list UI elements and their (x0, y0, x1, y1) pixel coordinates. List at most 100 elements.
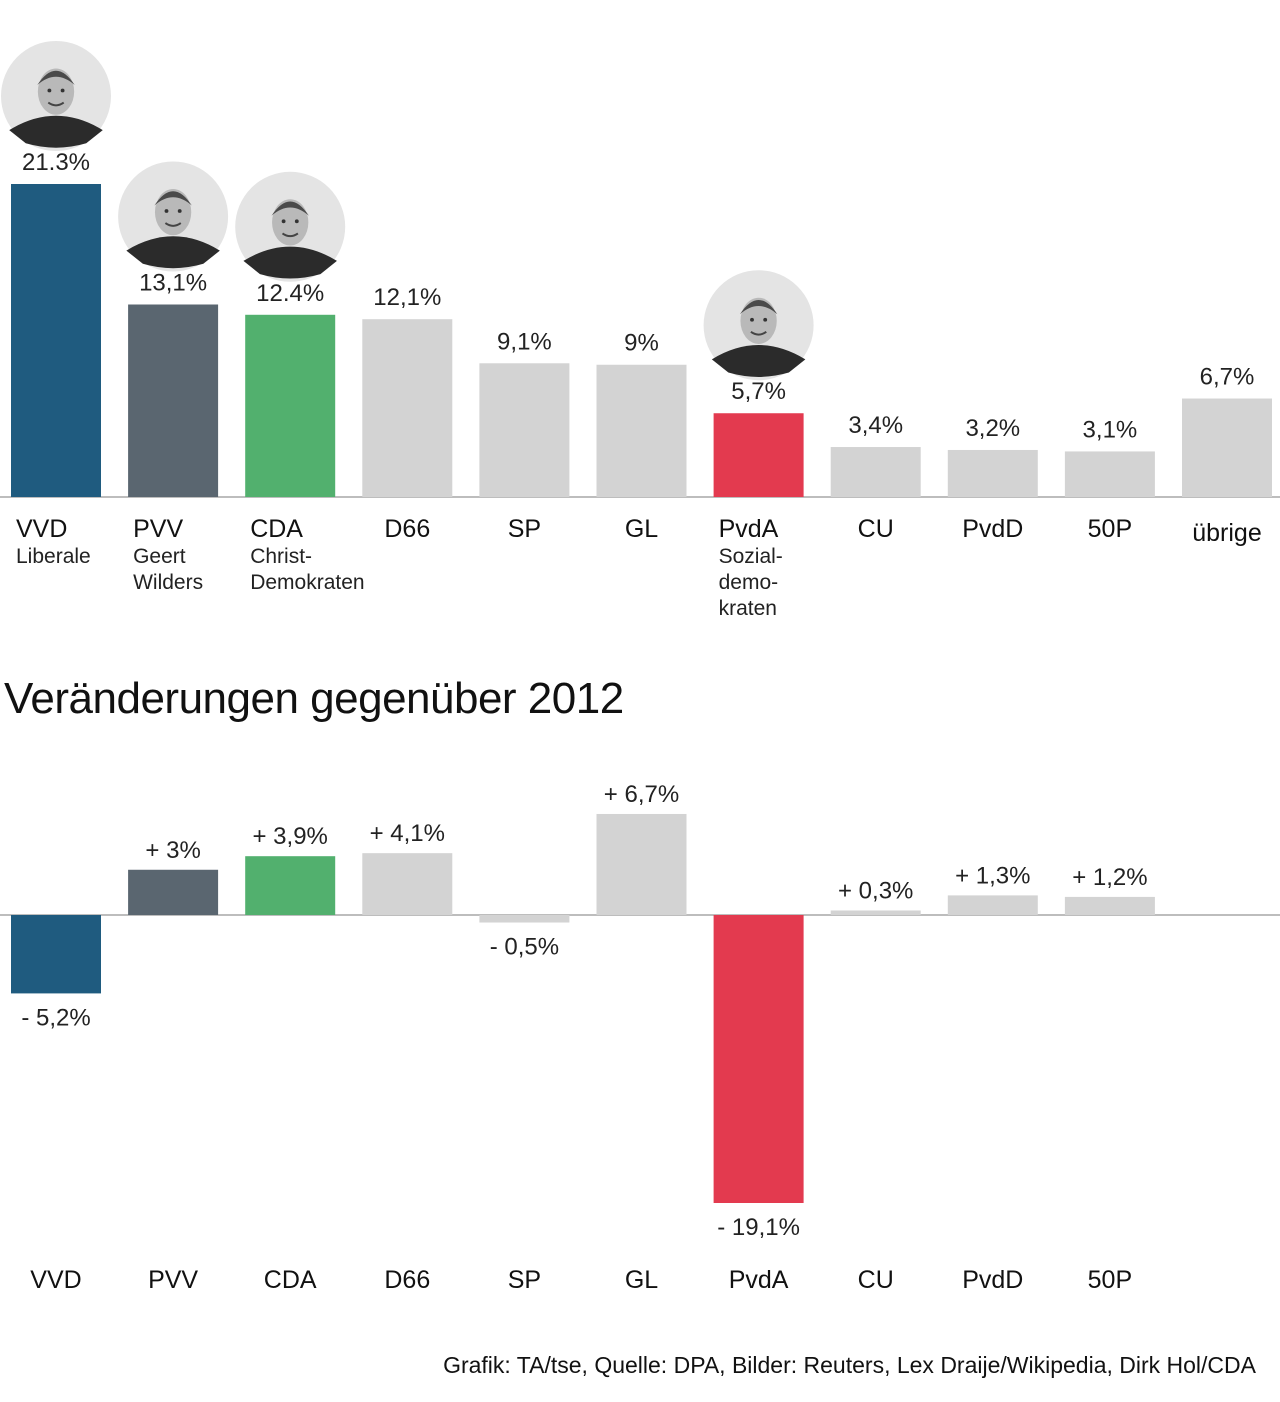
value-label-50p: 3,1% (1083, 416, 1138, 443)
portrait-mouth (281, 232, 299, 238)
party-description-pvda: Sozial- (719, 545, 783, 568)
portrait-eye (281, 219, 286, 224)
change-bar-vvd (11, 915, 101, 994)
portrait-suit (243, 246, 337, 279)
portrait-eye (750, 317, 754, 322)
change-bar-pvv (128, 869, 219, 915)
portrait-face (272, 199, 309, 246)
change-category-50p: 50P (1088, 1266, 1132, 1294)
portrait-hair (271, 201, 309, 216)
bar-cda (245, 314, 336, 497)
party-description-pvda: demo- (719, 571, 779, 594)
party-label-pvda: PvdA (719, 515, 779, 543)
change-bar-d66 (362, 853, 453, 915)
portrait-hair (37, 70, 75, 85)
portrait-vvd-icon (1, 41, 111, 151)
change-label-cu: + 0,3% (838, 877, 913, 904)
bar-sp (479, 363, 570, 497)
value-label-pvda: 5,7% (731, 378, 786, 405)
party-description-cda: Demokraten (250, 571, 364, 594)
value-label-cda: 12.4% (256, 280, 324, 307)
bar-cu (830, 447, 921, 497)
portrait-pvda-icon (703, 270, 814, 381)
portrait-pvv-icon (118, 161, 229, 272)
change-bar-pvda (713, 915, 804, 1203)
change-category-pvdd: PvdD (962, 1266, 1023, 1294)
source-credit: Grafik: TA/tse, Quelle: DPA, Bilder: Reu… (443, 1352, 1256, 1378)
portrait-face (37, 68, 75, 115)
value-label-pvdd: 3,2% (965, 415, 1020, 442)
change-category-pvda: PvdA (729, 1266, 789, 1294)
portrait-eye (177, 209, 182, 213)
party-label-cda: CDA (250, 515, 303, 543)
party-label-vvd: VVD (16, 515, 67, 543)
portrait-mouth (47, 101, 65, 107)
value-label-brige: 6,7% (1200, 364, 1255, 391)
bar-50p (1064, 451, 1155, 497)
bar-pvdd (947, 449, 1038, 497)
portrait-mouth (750, 331, 767, 336)
party-label-pvv: PVV (133, 515, 183, 543)
change-bar-pvdd (947, 895, 1038, 915)
change-category-pvv: PVV (148, 1266, 198, 1294)
portrait-face (740, 297, 777, 344)
party-description-vvd: Liberale (16, 545, 91, 568)
portrait-eye (164, 209, 169, 213)
change-label-cda: + 3,9% (253, 823, 328, 850)
party-description-pvda: kraten (719, 597, 777, 620)
portrait-eye (294, 219, 299, 224)
change-category-cda: CDA (264, 1266, 317, 1294)
value-label-pvv: 13,1% (139, 269, 207, 296)
change-bar-gl (596, 813, 687, 915)
party-label-gl: GL (625, 515, 658, 543)
change-label-pvdd: + 1,3% (955, 862, 1030, 889)
portrait-eye (47, 88, 52, 93)
party-label-cu: CU (858, 515, 894, 543)
portrait-eye (763, 317, 768, 322)
change-label-pvda: - 19,1% (717, 1214, 800, 1241)
portrait-suit (126, 236, 220, 269)
party-label-pvdd: PvdD (962, 515, 1023, 543)
change-label-pvv: + 3% (145, 837, 200, 864)
party-description-pvv: Geert (133, 545, 186, 568)
change-category-cu: CU (858, 1266, 894, 1294)
bar-pvda (713, 413, 804, 497)
party-label-sp: SP (508, 515, 541, 543)
change-bar-sp (479, 915, 570, 923)
change-category-vvd: VVD (30, 1266, 81, 1294)
change-label-gl: + 6,7% (604, 781, 679, 808)
change-category-sp: SP (508, 1266, 541, 1294)
party-description-cda: Christ- (250, 545, 312, 568)
portrait-hair (739, 299, 778, 315)
party-label-50p: 50P (1088, 515, 1132, 543)
value-label-cu: 3,4% (848, 412, 903, 439)
party-label-d66: D66 (384, 515, 430, 543)
portrait-suit (9, 115, 103, 148)
change-label-sp: - 0,5% (490, 934, 559, 961)
party-description-pvv: Wilders (133, 571, 203, 594)
portrait-eye (60, 88, 65, 93)
portrait-face (154, 188, 192, 236)
bar-gl (596, 364, 687, 497)
change-label-d66: + 4,1% (370, 820, 445, 847)
bar-pvv (128, 304, 219, 497)
portrait-suit (711, 345, 806, 377)
value-label-d66: 12,1% (373, 284, 441, 311)
bar-vvd (11, 184, 101, 497)
bar-d66 (362, 319, 453, 497)
change-bar-50p (1064, 896, 1155, 915)
change-bar-cda (245, 856, 336, 915)
value-label-sp: 9,1% (497, 328, 552, 355)
party-label-brige: übrige (1192, 519, 1262, 547)
change-category-d66: D66 (384, 1266, 430, 1294)
change-category-gl: GL (625, 1266, 658, 1294)
change-label-50p: + 1,2% (1072, 864, 1147, 891)
change-label-vvd: - 5,2% (21, 1004, 90, 1031)
value-label-gl: 9% (624, 330, 659, 357)
portrait-mouth (164, 222, 182, 227)
portrait-hair (154, 191, 192, 206)
changes-chart-title: Veränderungen gegenüber 2012 (4, 674, 624, 723)
